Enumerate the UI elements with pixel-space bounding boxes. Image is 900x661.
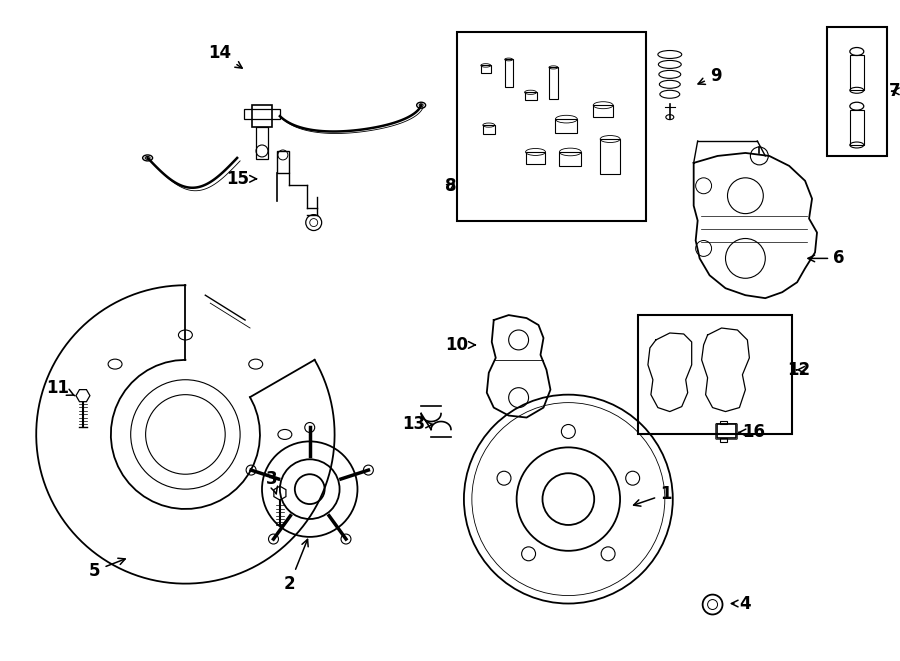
Text: 15: 15	[227, 170, 256, 188]
Bar	[482, 125, 495, 134]
Bar	[719, 438, 727, 442]
Bar	[481, 65, 491, 73]
Text: 3: 3	[266, 470, 278, 494]
Text: 4: 4	[732, 594, 752, 613]
Text: 2: 2	[284, 539, 308, 593]
Bar	[850, 110, 864, 145]
Text: 11: 11	[47, 379, 75, 397]
Text: 16: 16	[739, 424, 765, 442]
Text: 1: 1	[634, 485, 671, 506]
Bar	[550, 67, 558, 99]
Bar	[850, 56, 864, 91]
Bar	[256, 127, 268, 159]
Bar	[526, 152, 545, 164]
Text: 5: 5	[89, 559, 125, 580]
Bar	[252, 105, 272, 127]
Bar	[525, 93, 536, 100]
Text: 9: 9	[698, 67, 722, 85]
Bar	[555, 119, 577, 133]
Bar	[560, 152, 581, 166]
Bar	[719, 420, 727, 424]
Bar	[827, 26, 886, 156]
Text: 7: 7	[889, 82, 900, 100]
Bar	[505, 59, 513, 87]
Bar	[638, 315, 792, 434]
Bar	[716, 424, 736, 438]
Bar	[277, 151, 289, 173]
Text: 6: 6	[808, 249, 844, 268]
Text: 13: 13	[402, 416, 432, 434]
Text: 8: 8	[446, 176, 456, 195]
Bar	[457, 32, 646, 221]
Text: 14: 14	[209, 44, 242, 68]
Bar	[600, 139, 620, 174]
Bar	[593, 105, 613, 117]
Bar	[244, 109, 280, 119]
Text: 12: 12	[788, 361, 811, 379]
Text: 10: 10	[446, 336, 475, 354]
